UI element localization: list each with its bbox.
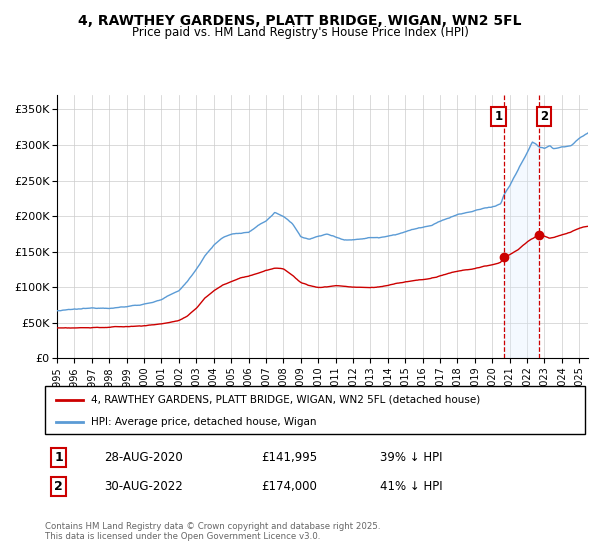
Text: 30-AUG-2022: 30-AUG-2022 bbox=[104, 480, 183, 493]
FancyBboxPatch shape bbox=[45, 386, 585, 434]
Text: 4, RAWTHEY GARDENS, PLATT BRIDGE, WIGAN, WN2 5FL: 4, RAWTHEY GARDENS, PLATT BRIDGE, WIGAN,… bbox=[78, 14, 522, 28]
Text: 2: 2 bbox=[540, 110, 548, 123]
Text: 28-AUG-2020: 28-AUG-2020 bbox=[104, 451, 183, 464]
Text: 39% ↓ HPI: 39% ↓ HPI bbox=[380, 451, 442, 464]
Text: 2: 2 bbox=[54, 480, 63, 493]
Text: 1: 1 bbox=[54, 451, 63, 464]
Text: 4, RAWTHEY GARDENS, PLATT BRIDGE, WIGAN, WN2 5FL (detached house): 4, RAWTHEY GARDENS, PLATT BRIDGE, WIGAN,… bbox=[91, 395, 480, 405]
Text: Price paid vs. HM Land Registry's House Price Index (HPI): Price paid vs. HM Land Registry's House … bbox=[131, 26, 469, 39]
Text: 41% ↓ HPI: 41% ↓ HPI bbox=[380, 480, 442, 493]
Text: HPI: Average price, detached house, Wigan: HPI: Average price, detached house, Wiga… bbox=[91, 417, 316, 427]
Text: £174,000: £174,000 bbox=[261, 480, 317, 493]
Text: 1: 1 bbox=[494, 110, 503, 123]
Text: Contains HM Land Registry data © Crown copyright and database right 2025.
This d: Contains HM Land Registry data © Crown c… bbox=[45, 522, 380, 542]
Text: £141,995: £141,995 bbox=[261, 451, 317, 464]
